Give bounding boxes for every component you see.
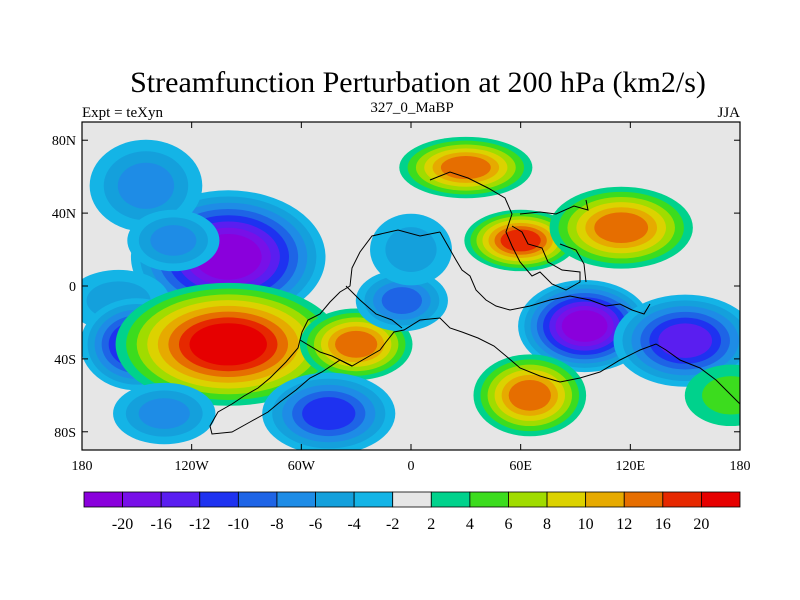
colorbar-swatch — [199, 491, 239, 508]
colorbar-label: -2 — [386, 516, 399, 533]
colorbar-label: 8 — [543, 516, 551, 533]
time-period-label: 327_0_MaBP — [370, 100, 453, 116]
lon-tick-label: 60W — [288, 459, 316, 474]
lat-tick-label: 40N — [52, 207, 76, 222]
contour-band — [335, 330, 378, 358]
colorbar-swatch — [469, 491, 509, 508]
colorbar: -20 -16 -12 -10 -8 -6 -4 -2 2 4 6 8 10 12 16 20 — [83, 491, 741, 533]
contour-cell — [613, 294, 740, 387]
colorbar-label: 10 — [578, 516, 594, 533]
contour-band — [385, 227, 437, 272]
colorbar-swatch — [546, 491, 587, 508]
lon-tick-label: 120E — [616, 459, 646, 474]
contour-band — [302, 397, 356, 430]
colorbar-swatch — [392, 491, 432, 508]
colorbar-label: 12 — [616, 516, 632, 533]
colorbar-label: -12 — [189, 516, 210, 533]
colorbar-label: -6 — [309, 516, 322, 533]
contour-fills — [82, 136, 740, 450]
colorbar-swatch — [276, 491, 316, 508]
contour-cell — [115, 282, 341, 406]
plot-title: Streamfunction Perturbation at 200 hPa (… — [130, 66, 706, 99]
contour-band — [594, 212, 649, 244]
colorbar-label: -8 — [270, 516, 283, 533]
colorbar-swatch — [508, 491, 548, 508]
contour-band — [117, 162, 175, 209]
contour-cell — [399, 136, 533, 199]
contour-cell — [464, 209, 577, 272]
contour-band — [702, 376, 740, 415]
lat-tick-label: 0 — [69, 280, 76, 295]
latitude-axis: 80N 40N 0 40S 80S — [52, 134, 740, 441]
colorbar-swatch — [701, 491, 741, 508]
lon-tick-label: 180 — [72, 459, 93, 474]
contour-cell — [684, 364, 740, 427]
colorbar-swatch — [315, 491, 355, 508]
colorbar-swatch — [160, 491, 201, 508]
colorbar-swatch — [83, 491, 123, 508]
colorbar-label: -4 — [347, 516, 360, 533]
coastline-eurasia — [439, 199, 651, 315]
season-label: JJA — [717, 105, 740, 121]
lon-tick-label: 0 — [408, 459, 415, 474]
lat-tick-label: 80N — [52, 134, 76, 149]
colorbar-swatch — [585, 491, 625, 508]
contour-cell — [113, 382, 216, 445]
contour-cell — [355, 269, 448, 332]
colorbar-label: -10 — [228, 516, 249, 533]
contour-band — [508, 379, 551, 411]
contour-band — [381, 287, 423, 315]
contour-band — [500, 229, 541, 252]
colorbar-label: 2 — [427, 516, 435, 533]
map-panel: 80N 40N 0 40S 80S 180 120W 60W 0 60E 120E 180 — [52, 121, 751, 474]
experiment-label: Expt = teXyn — [82, 105, 163, 121]
contour-band — [440, 156, 491, 180]
lon-tick-label: 180 — [730, 459, 751, 474]
colorbar-label: 16 — [655, 516, 671, 533]
contour-cell — [370, 213, 452, 286]
lat-tick-label: 80S — [54, 426, 76, 441]
colorbar-swatch — [237, 491, 278, 508]
colorbar-label: 6 — [504, 516, 512, 533]
contour-band — [138, 398, 190, 429]
contour-band — [189, 323, 267, 366]
colorbar-swatch — [623, 491, 664, 508]
colorbar-swatch — [122, 491, 162, 508]
lon-tick-label: 60E — [509, 459, 532, 474]
contour-cell — [262, 372, 396, 450]
contour-band — [561, 310, 608, 342]
contour-cell — [127, 209, 220, 272]
colorbar-swatch — [353, 491, 394, 508]
contour-cell — [89, 139, 203, 232]
lat-tick-label: 40S — [54, 353, 76, 368]
contour-cell — [549, 186, 693, 269]
coastline-africa-south — [299, 285, 403, 367]
colorbar-label: 4 — [466, 516, 474, 533]
contour-band — [658, 323, 713, 358]
colorbar-swatch — [662, 491, 702, 508]
colorbar-label: -16 — [151, 516, 172, 533]
longitude-axis: 180 120W 60W 0 60E 120E 180 — [72, 122, 751, 474]
colorbar-label: 20 — [693, 516, 709, 533]
contour-cell — [473, 354, 587, 437]
lon-tick-label: 120W — [175, 459, 210, 474]
colorbar-swatch — [430, 491, 471, 508]
contour-band — [150, 225, 197, 256]
colorbar-label: -20 — [112, 516, 133, 533]
coastline-america — [209, 171, 740, 435]
coastline-layer — [209, 171, 740, 435]
